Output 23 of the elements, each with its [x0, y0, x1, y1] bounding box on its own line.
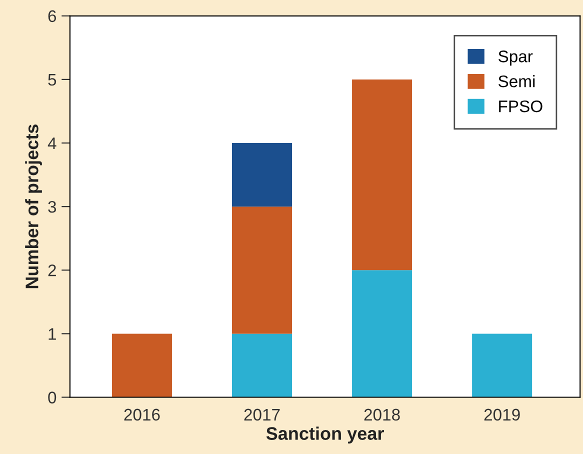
bar	[232, 143, 292, 207]
bar	[232, 206, 292, 334]
bar	[472, 334, 532, 398]
legend-label: Semi	[498, 75, 535, 88]
x-tick-label: 2019	[484, 408, 520, 421]
x-tick-label: 2018	[364, 408, 400, 421]
legend-label: FPSO	[499, 100, 542, 112]
y-tick-label: 2	[48, 264, 56, 276]
bar	[112, 334, 172, 398]
y-tick-label: 3	[48, 200, 56, 213]
x-tick-label: 2016	[124, 408, 160, 421]
y-tick-label: 6	[48, 10, 56, 22]
bar	[352, 79, 412, 270]
bar	[232, 334, 292, 398]
y-tick-label: 5	[48, 74, 56, 86]
bar	[352, 270, 412, 398]
y-tick-label: 0	[48, 392, 56, 404]
y-tick-label: 4	[48, 138, 56, 150]
legend-label: Spar	[498, 50, 533, 66]
x-axis-title: Sanction year	[266, 426, 384, 444]
y-axis-title: Number of projects	[25, 124, 42, 288]
y-tick-label: 1	[48, 328, 56, 340]
x-tick-label: 2017	[244, 408, 280, 421]
